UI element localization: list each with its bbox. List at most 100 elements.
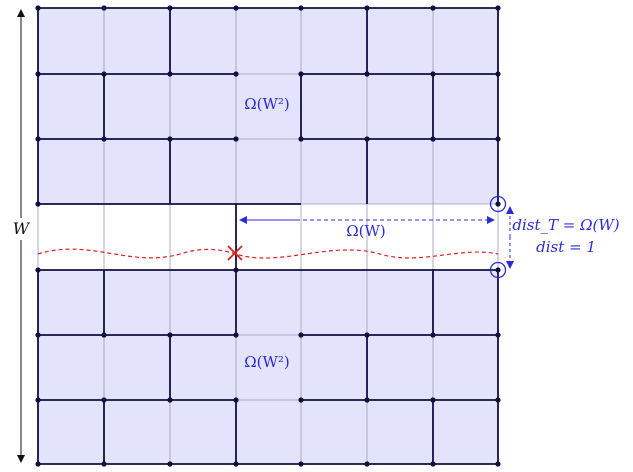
grid-cell [433, 335, 498, 400]
grid-vertex [495, 136, 501, 142]
top-region-label: Ω(W²) [244, 95, 290, 113]
grid-vertex [233, 71, 239, 77]
grid-vertex [167, 136, 173, 142]
grid-cell [170, 204, 236, 270]
grid-cell [236, 400, 301, 464]
circled-vertex-top [489, 195, 507, 213]
grid-cell [433, 8, 498, 74]
grid-vertex [233, 267, 239, 273]
grid-cell [170, 139, 236, 204]
grid-vertex [233, 461, 239, 467]
grid-cell [367, 74, 433, 139]
grid-cell [301, 335, 367, 400]
grid-cell [433, 400, 498, 464]
grid-cell [367, 8, 433, 74]
grid-cell [433, 74, 498, 139]
grid-vertex [430, 461, 436, 467]
grid-cell [104, 335, 170, 400]
grid-vertex [233, 332, 239, 338]
grid-vertex [35, 5, 41, 11]
grid-vertex [298, 71, 304, 77]
grid-vertex [167, 71, 173, 77]
grid-vertex [35, 332, 41, 338]
grid-cell [433, 204, 498, 270]
grid-cell [104, 270, 170, 335]
grid-vertex [298, 397, 304, 403]
grid-cell [236, 139, 301, 204]
grid-vertex [298, 5, 304, 11]
grid-vertex [35, 461, 41, 467]
grid-vertex [495, 71, 501, 77]
grid-cell [236, 335, 301, 400]
grid-cell [38, 74, 104, 139]
grid-vertex [233, 397, 239, 403]
grid-cell [104, 139, 170, 204]
grid-vertices [35, 5, 501, 467]
grid-vertex [35, 71, 41, 77]
dist-label: dist = 1 [536, 238, 596, 256]
grid-vertex [101, 71, 107, 77]
grid-vertex [167, 332, 173, 338]
width-label: W [13, 219, 31, 238]
grid-cell [301, 74, 367, 139]
grid-cell [38, 139, 104, 204]
grid-cell [367, 270, 433, 335]
red-cross-marker [227, 245, 243, 261]
grid-cell [236, 8, 301, 74]
grid-vertex [364, 71, 370, 77]
grid-vertex [364, 136, 370, 142]
grid-vertex [495, 332, 501, 338]
grid-cell [433, 139, 498, 204]
grid-cell [38, 8, 104, 74]
grid-vertex [298, 332, 304, 338]
grid-vertex [495, 397, 501, 403]
grid-cell [367, 204, 433, 270]
grid-vertex [101, 397, 107, 403]
grid-cell [38, 400, 104, 464]
grid-vertex [35, 201, 41, 207]
grid-cell [301, 400, 367, 464]
grid-vertex [430, 397, 436, 403]
grid-cell [38, 270, 104, 335]
grid-vertex [35, 267, 41, 273]
grid-vertex [233, 136, 239, 142]
grid-vertex [364, 5, 370, 11]
grid-vertex [364, 332, 370, 338]
grid-cell [433, 270, 498, 335]
grid-vertex [430, 136, 436, 142]
grid-cell [170, 400, 236, 464]
grid-vertex [495, 267, 501, 273]
grid-cell [38, 335, 104, 400]
grid-cell [301, 204, 367, 270]
grid-cell [301, 8, 367, 74]
grid-vertex [101, 136, 107, 142]
grid-cell [236, 74, 301, 139]
grid-vertex [495, 5, 501, 11]
grid-cell [301, 270, 367, 335]
grid-thick-lines [37, 7, 499, 465]
grid-vertex [167, 461, 173, 467]
red-wavy-path [37, 248, 499, 259]
grid-vertex [101, 332, 107, 338]
grid-cell [170, 8, 236, 74]
gap-label: Ω(W) [346, 222, 386, 240]
grid-cell [170, 335, 236, 400]
dist-t-label: dist_T = Ω(W) [512, 216, 619, 234]
grid-cell [236, 270, 301, 335]
grid-vertex [495, 461, 501, 467]
grid-vertex [101, 5, 107, 11]
grid-cell [104, 204, 170, 270]
grid-vertex [101, 461, 107, 467]
grid-cell [367, 400, 433, 464]
grid-cell [170, 74, 236, 139]
grid-cell [367, 335, 433, 400]
grid-vertex [35, 136, 41, 142]
grid-vertex [430, 332, 436, 338]
grid-cell [104, 8, 170, 74]
circled-vertex-bottom [489, 261, 507, 279]
grid-cell [301, 139, 367, 204]
grid-vertex [298, 461, 304, 467]
grid-vertex [167, 397, 173, 403]
grid-vertex [430, 5, 436, 11]
